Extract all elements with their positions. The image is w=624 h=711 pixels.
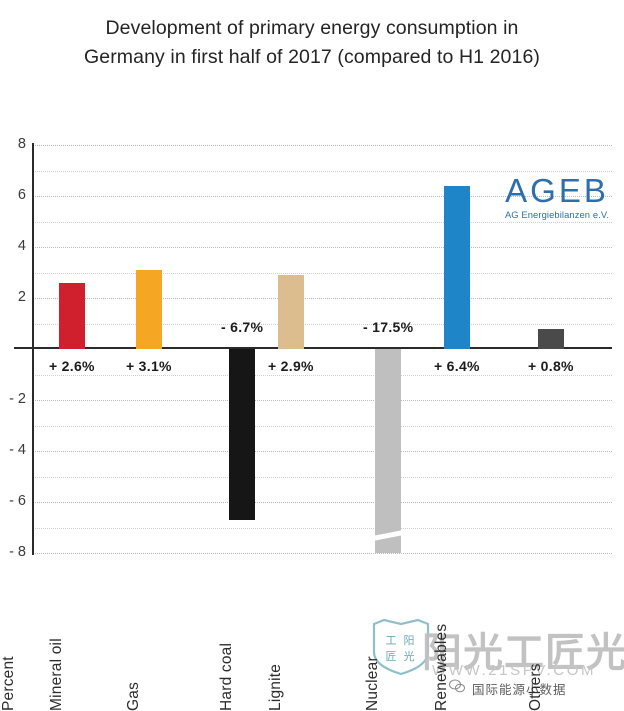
gridline-major [32,145,612,146]
y-axis-tick-label: - 4 [9,442,26,458]
category-label-gas: Gas [125,681,142,711]
value-label-renewables: + 6.4% [434,358,480,374]
y-axis-tick-label: 2 [17,289,26,305]
gridline-major [32,247,612,248]
value-label-nuclear: - 17.5% [363,319,414,335]
y-axis-tick-label: 4 [17,238,26,254]
ageb-logo-text: AGEB [505,172,609,209]
gridline-major [32,400,612,401]
watermark-publisher: 国际能源小数据 [472,683,567,697]
y-axis-tick-label: 8 [17,136,26,152]
y-axis-line [32,143,34,555]
category-label-hard-coal: Hard coal [218,642,235,711]
gridline-major [32,553,612,554]
bar-nuclear[interactable] [375,349,401,553]
y-axis-tick-label: - 2 [9,391,26,407]
category-label-renewables: Renewables [433,623,450,711]
category-label-mineral-oil: Mineral oil [48,638,65,711]
gridline-minor [32,425,612,427]
watermark-shield-icon [372,618,430,676]
bar-hard-coal[interactable] [229,349,255,520]
plot-area [32,145,612,554]
watermark-shield-line2: 匠 光 [385,651,417,663]
gridline-minor [32,170,612,172]
bar-others[interactable] [538,328,564,349]
gridline-major [32,502,612,503]
y-axis-tick-label: - 6 [9,493,26,509]
gridline-minor [32,527,612,529]
y-axis-tick-label: 6 [17,187,26,203]
gridline-minor [32,272,612,274]
gridline-minor [32,476,612,478]
watermark-url: WWW.21SPV.COM [432,662,597,679]
value-label-hard-coal: - 6.7% [221,319,264,335]
watermark-shield-line1: 工 阳 [385,635,417,647]
gridline-minor [32,374,612,376]
gridline-major [32,298,612,299]
watermark-site-name: 阳光工匠光伏网 [422,631,624,675]
value-label-gas: + 3.1% [126,358,172,374]
wechat-icon [449,679,465,693]
gridline-major [32,196,612,197]
x-axis-label: Percent [0,656,17,711]
zero-baseline [14,347,612,349]
category-label-others: Others [527,663,544,711]
gridline-minor [32,323,612,325]
bar-lignite[interactable] [278,275,304,349]
chart-title: Development of primary energy consumptio… [84,17,540,68]
bar-gas[interactable] [136,269,162,349]
value-label-mineral-oil: + 2.6% [49,358,95,374]
category-label-nuclear: Nuclear [364,656,381,711]
bar-mineral-oil[interactable] [59,282,85,349]
gridline-minor [32,221,612,223]
value-label-lignite: + 2.9% [268,358,314,374]
gridline-major [32,451,612,452]
ageb-logo-subtitle: AG Energiebilanzen e.V. [504,209,610,220]
bar-renewables[interactable] [444,185,470,349]
y-axis-tick-label: - 8 [9,544,26,560]
category-label-lignite: Lignite [267,663,284,711]
value-label-others: + 0.8% [528,358,574,374]
ageb-logo: AGEB AG Energiebilanzen e.V. [498,172,616,221]
